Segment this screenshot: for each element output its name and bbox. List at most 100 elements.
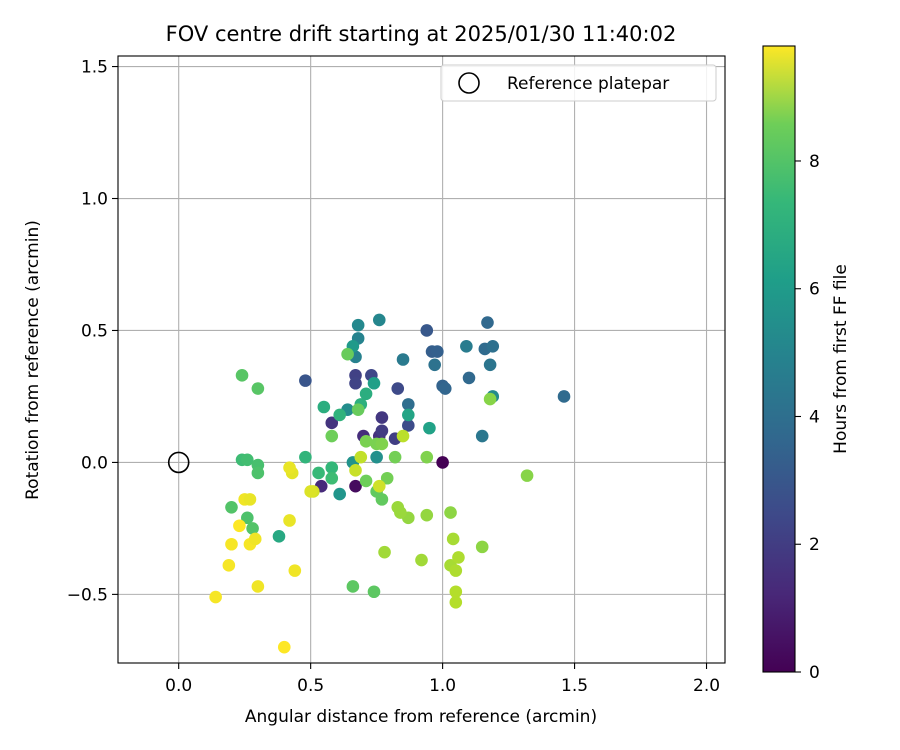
data-point-106 bbox=[277, 640, 291, 654]
colorbar-ticks: 0 2 4 6 8 bbox=[795, 152, 820, 683]
data-point-52 bbox=[325, 471, 339, 485]
chart-title: FOV centre drift starting at 2025/01/30 … bbox=[166, 22, 677, 46]
data-point-67 bbox=[351, 403, 365, 416]
data-point-41 bbox=[367, 376, 381, 390]
data-point-80 bbox=[420, 508, 434, 522]
x-tick-label-2: 1.0 bbox=[429, 676, 456, 696]
y-axis-label: Rotation from reference (arcmin) bbox=[23, 220, 43, 500]
legend-marker-icon bbox=[458, 72, 480, 94]
data-point-6 bbox=[375, 411, 389, 424]
data-point-43 bbox=[402, 408, 415, 422]
data-point-24 bbox=[402, 398, 415, 411]
data-point-29 bbox=[396, 353, 410, 366]
data-point-26 bbox=[428, 358, 441, 372]
x-tick-label-0: 0.0 bbox=[165, 676, 192, 696]
data-point-93 bbox=[354, 450, 368, 464]
data-point-46 bbox=[359, 387, 373, 401]
data-point-10 bbox=[349, 376, 362, 390]
data-point-7 bbox=[375, 424, 389, 438]
data-point-27 bbox=[483, 358, 497, 372]
x-axis-ticks: 0.0 0.5 1.0 1.5 2.0 bbox=[165, 663, 720, 696]
data-point-101 bbox=[288, 564, 302, 577]
data-point-23 bbox=[557, 390, 571, 403]
data-point-50 bbox=[325, 461, 339, 475]
data-point-103 bbox=[225, 537, 238, 551]
y-tick-label-3: 1.0 bbox=[81, 190, 108, 210]
data-point-63 bbox=[367, 585, 381, 599]
data-point-28 bbox=[475, 429, 489, 443]
data-point-13 bbox=[402, 419, 415, 432]
data-point-37 bbox=[370, 450, 383, 464]
y-tick-label-1: 0.0 bbox=[81, 453, 108, 473]
data-point-20 bbox=[462, 371, 476, 385]
data-point-57 bbox=[241, 511, 254, 525]
colorbar-tick-label-1: 2 bbox=[809, 535, 820, 555]
data-point-33 bbox=[372, 313, 386, 327]
data-point-42 bbox=[423, 421, 436, 435]
data-point-109 bbox=[248, 532, 262, 546]
y-tick-label-4: 1.5 bbox=[81, 58, 108, 78]
data-point-79 bbox=[444, 506, 457, 519]
legend-label: Reference platepar bbox=[507, 74, 669, 94]
data-points bbox=[209, 313, 571, 654]
data-point-91 bbox=[449, 596, 463, 609]
data-point-66 bbox=[341, 347, 354, 361]
colorbar-tick-label-0: 0 bbox=[809, 663, 820, 683]
data-point-92 bbox=[396, 429, 410, 443]
data-point-94 bbox=[349, 464, 362, 477]
data-point-71 bbox=[388, 450, 402, 464]
data-point-105 bbox=[209, 590, 222, 604]
data-point-85 bbox=[415, 553, 428, 567]
data-point-75 bbox=[420, 450, 434, 464]
data-point-60 bbox=[235, 369, 249, 382]
data-point-17 bbox=[431, 345, 444, 358]
data-point-1 bbox=[349, 479, 362, 493]
data-point-95 bbox=[372, 479, 386, 493]
x-tick-label-3: 1.5 bbox=[561, 676, 588, 696]
data-point-90 bbox=[449, 585, 463, 599]
data-point-83 bbox=[394, 506, 407, 519]
data-point-62 bbox=[346, 580, 360, 593]
data-point-84 bbox=[378, 545, 391, 559]
data-point-34 bbox=[351, 318, 365, 332]
data-point-111 bbox=[243, 493, 257, 506]
data-point-48 bbox=[333, 408, 346, 422]
colorbar-label: Hours from first FF file bbox=[831, 264, 851, 454]
data-point-100 bbox=[283, 514, 296, 527]
data-point-56 bbox=[251, 466, 265, 480]
data-point-88 bbox=[452, 551, 465, 564]
data-point-69 bbox=[359, 474, 373, 488]
legend-box bbox=[440, 64, 717, 102]
data-point-58 bbox=[246, 522, 259, 535]
data-point-5 bbox=[325, 416, 339, 430]
data-point-70 bbox=[380, 471, 394, 485]
data-point-51 bbox=[312, 466, 325, 480]
colorbar-tick-label-2: 4 bbox=[809, 407, 820, 427]
data-point-99 bbox=[283, 461, 296, 475]
data-point-59 bbox=[225, 500, 238, 514]
data-point-74 bbox=[375, 437, 389, 451]
data-point-68 bbox=[325, 429, 339, 443]
data-point-30 bbox=[460, 340, 473, 353]
data-point-54 bbox=[241, 453, 254, 467]
data-point-0 bbox=[436, 456, 449, 469]
data-point-104 bbox=[222, 559, 236, 572]
plot-frame bbox=[117, 55, 726, 664]
colorbar: 0 2 4 6 8 Hours from first FF file bbox=[762, 45, 851, 683]
data-point-77 bbox=[520, 469, 534, 482]
data-point-44 bbox=[272, 530, 286, 543]
data-point-89 bbox=[449, 564, 463, 577]
data-point-49 bbox=[299, 450, 312, 464]
data-point-25 bbox=[486, 340, 500, 353]
y-axis-ticks: −0.5 0.0 0.5 1.0 1.5 bbox=[67, 58, 118, 605]
grid-lines bbox=[118, 56, 725, 663]
y-tick-label-2: 0.5 bbox=[81, 321, 108, 341]
data-point-14 bbox=[299, 374, 312, 387]
data-point-15 bbox=[420, 324, 434, 337]
data-point-45 bbox=[317, 400, 331, 414]
data-point-76 bbox=[483, 392, 497, 406]
data-point-12 bbox=[391, 382, 405, 395]
colorbar-tick-label-4: 8 bbox=[809, 152, 820, 172]
x-tick-label-1: 0.5 bbox=[297, 676, 324, 696]
